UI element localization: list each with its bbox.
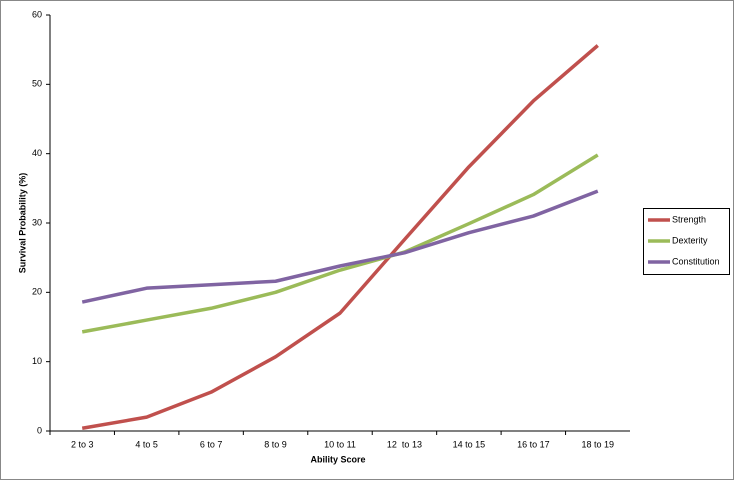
y-tick-label: 30 [32,217,42,227]
x-tick-label: 12 to 13 [387,439,422,449]
series-line [81,189,599,304]
series-line [81,153,599,334]
legend-label: Constitution [672,256,720,266]
y-tick-label: 0 [37,425,42,435]
x-tick-label: 18 to 19 [582,439,615,449]
x-tick-label: 14 to 15 [453,439,486,449]
y-axis-label: Survival Probability (%) [17,173,27,274]
x-axis-label: Ability Score [310,454,365,464]
legend-label: Dexterity [672,235,708,245]
y-tick-label: 20 [32,287,42,297]
x-tick-label: 4 to 5 [135,439,158,449]
y-tick-label: 10 [32,356,42,366]
legend-label: Strength [672,214,706,224]
series-line [81,44,599,430]
y-tick-label: 40 [32,148,42,158]
y-tick-label: 50 [32,79,42,89]
x-tick-label: 2 to 3 [71,439,94,449]
x-tick-label: 6 to 7 [200,439,223,449]
y-tick-label: 60 [32,9,42,19]
x-tick-label: 16 to 17 [517,439,550,449]
x-tick-label: 8 to 9 [264,439,287,449]
x-tick-label: 10 to 11 [324,439,356,449]
